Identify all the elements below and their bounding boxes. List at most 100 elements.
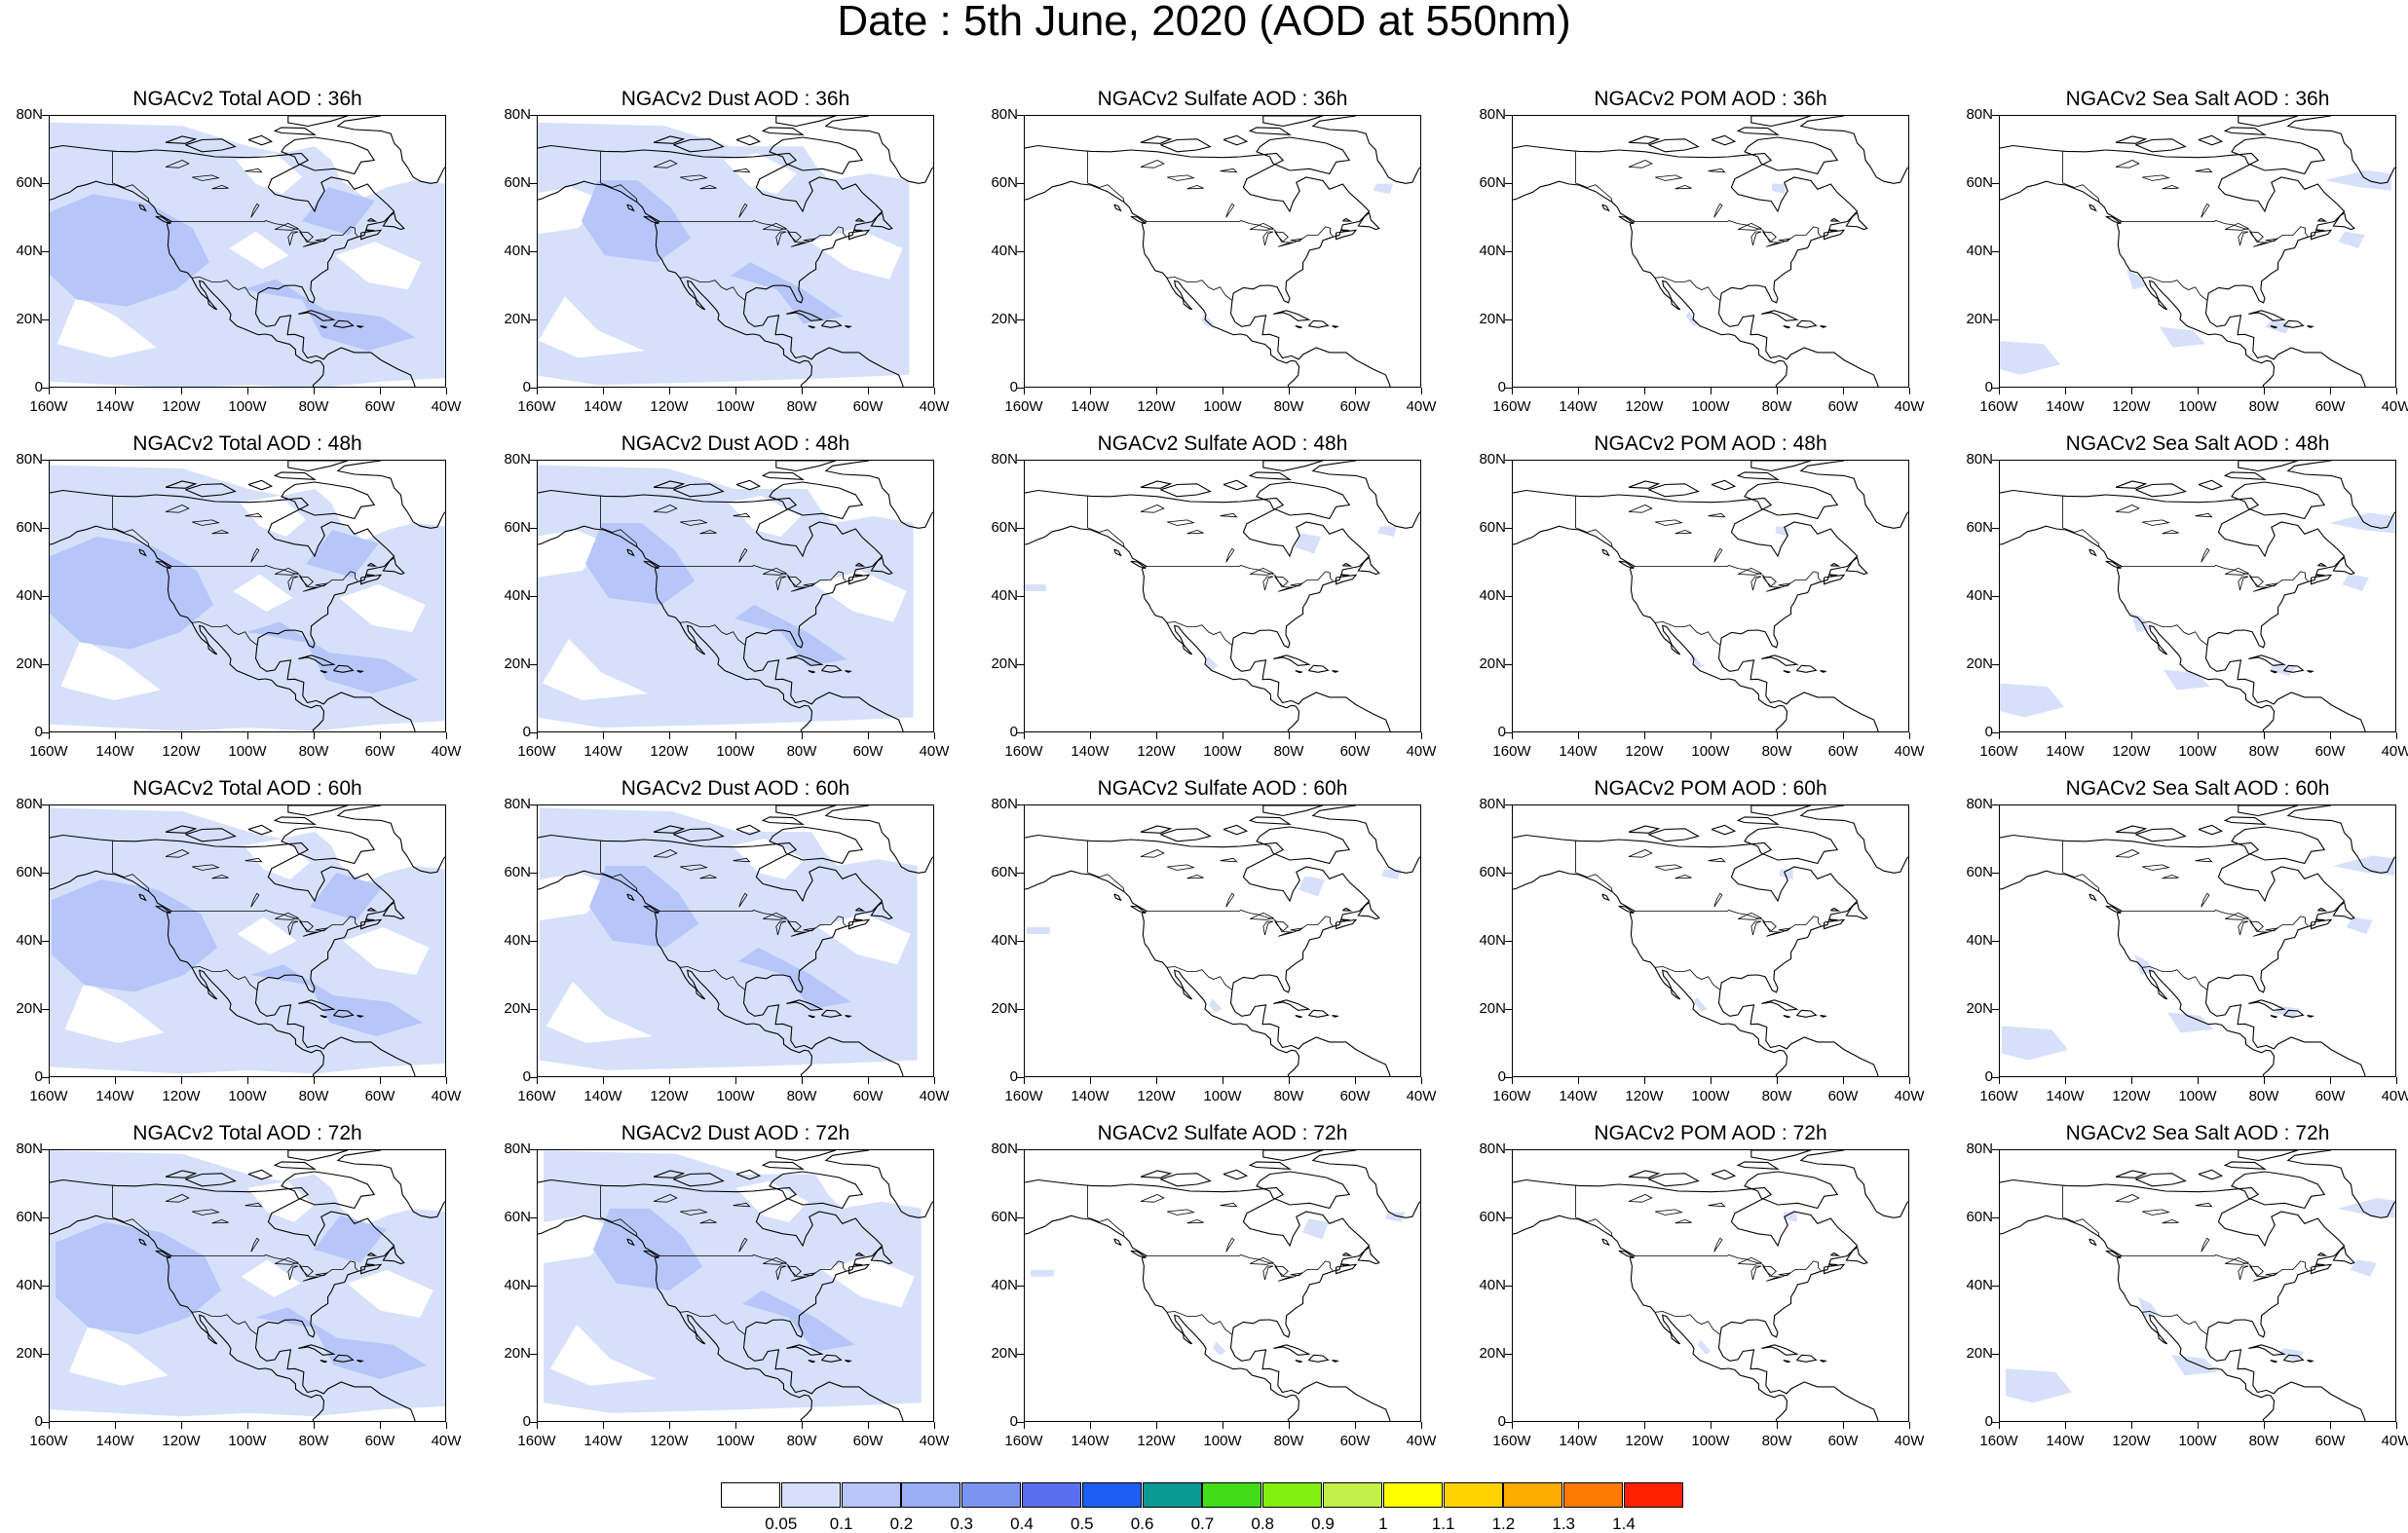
map-panel-total-r2: NGACv2 Total AOD : 48h 80N 60N 40N 20N 0 160W 1… [16, 432, 461, 760]
lake-outline [1273, 1265, 1289, 1277]
lat-label: 80N [16, 106, 43, 123]
lon-label: 140W [2046, 1433, 2085, 1449]
map-frame [1024, 115, 1421, 388]
lon-tick [735, 388, 736, 394]
lon-label: 60W [2314, 398, 2346, 415]
coastline [786, 1344, 824, 1356]
map-panel-salt-r2: NGACv2 Sea Salt AOD : 48h 80N 60N 40N 20N 0 16… [1966, 432, 2408, 760]
lat-label: 20N [991, 1345, 1018, 1362]
lon-tick [1999, 732, 2000, 739]
lon-label: 120W [650, 398, 689, 415]
lake-outline [1220, 168, 1238, 173]
coastline [1513, 489, 1879, 731]
lat-label: 40N [1966, 243, 1993, 259]
coastline [1796, 664, 1818, 673]
coastline [1648, 138, 1700, 153]
map-frame [537, 1149, 934, 1422]
coastline [1130, 215, 1147, 225]
lon-label: 60W [1339, 1433, 1371, 1449]
lon-label: 140W [583, 1433, 622, 1449]
lake-outline [763, 567, 788, 576]
lon-tick [380, 1077, 381, 1084]
lake-outline [211, 874, 229, 879]
coastline [1130, 560, 1147, 570]
lat-tick [1505, 1286, 1512, 1287]
aod-patch [233, 574, 293, 612]
aod-patch [1209, 998, 1223, 1013]
coastline [281, 136, 376, 175]
coastline [138, 204, 147, 212]
lon-tick [1999, 388, 2000, 394]
lon-label: 140W [1071, 743, 1110, 760]
lake-outline [1750, 1265, 1762, 1281]
lake-outline [1140, 849, 1165, 858]
lake-outline [275, 1256, 300, 1265]
aod-patch [1301, 1218, 1330, 1240]
aod-patch [1205, 655, 1219, 670]
coastline [1223, 479, 1249, 491]
lake-outline [287, 576, 299, 591]
lon-tick [1909, 1077, 1910, 1084]
lat-label: 0 [34, 379, 43, 395]
lake-outline [2115, 160, 2140, 168]
coastline [1845, 901, 1868, 920]
aod-map [538, 116, 933, 387]
coastline [333, 664, 355, 673]
lake-outline [1250, 567, 1275, 576]
lon-tick [603, 388, 604, 394]
colorbar-swatch [721, 1482, 780, 1508]
lat-tick [1505, 732, 1512, 733]
map-panel-sulfate-r4: NGACv2 Sulfate AOD : 72h 80N 60N 40N 20N 0 160… [991, 1122, 1436, 1449]
coastline [2105, 905, 2122, 915]
lat-tick [1017, 319, 1024, 320]
national-border [659, 1254, 847, 1278]
coastline [653, 1170, 686, 1178]
lake-outline [315, 1272, 329, 1277]
coastline [1845, 211, 1868, 231]
lat-label: 60N [1966, 519, 1993, 536]
lon-tick [868, 1422, 869, 1429]
coastline [2283, 664, 2305, 673]
lat-tick [1992, 319, 1999, 320]
lake-outline [2225, 1256, 2250, 1265]
coastline [165, 1170, 198, 1178]
coastline [1140, 825, 1173, 834]
lat-label: 80N [991, 1140, 1018, 1157]
map-panel-total-r1: NGACv2 Total AOD : 36h 80N 60N 40N 20N 0 160W 1… [16, 88, 461, 415]
aod-patch [64, 981, 165, 1043]
coastline [50, 525, 325, 731]
lon-label: 80W [786, 398, 817, 415]
coastline [1750, 1150, 1812, 1162]
lon-tick [1711, 1077, 1712, 1084]
lon-label: 120W [2112, 743, 2151, 760]
lat-label: 40N [1479, 243, 1506, 259]
coastline [1711, 824, 1737, 836]
colorbar-label: 0.05 [765, 1514, 798, 1533]
coastline [357, 325, 364, 328]
lon-tick [446, 732, 447, 739]
lat-tick [530, 1149, 537, 1150]
lake-outline [1738, 912, 1763, 920]
lake-outline [1765, 242, 1782, 247]
lon-label: 80W [786, 1433, 817, 1449]
lake-outline [803, 238, 817, 243]
lon-label: 80W [786, 1088, 817, 1104]
national-border [1575, 1185, 1613, 1237]
colorbar-label: 0.4 [1010, 1514, 1034, 1533]
lake-outline [2162, 1218, 2179, 1224]
lon-tick [1024, 1422, 1025, 1429]
aod-map [2000, 116, 2395, 387]
coastline [538, 489, 904, 731]
lake-outline [2248, 576, 2264, 587]
lon-label: 40W [431, 1433, 462, 1449]
lake-outline [699, 874, 717, 879]
lon-tick [314, 1077, 315, 1084]
colorbar-swatch [1503, 1482, 1563, 1508]
coastline [336, 1150, 445, 1218]
lon-label: 60W [852, 743, 884, 760]
lat-tick [42, 664, 49, 665]
lat-tick [1505, 1077, 1512, 1078]
lon-tick [735, 1422, 736, 1429]
lake-outline [165, 1194, 190, 1203]
coastline [2317, 217, 2328, 222]
